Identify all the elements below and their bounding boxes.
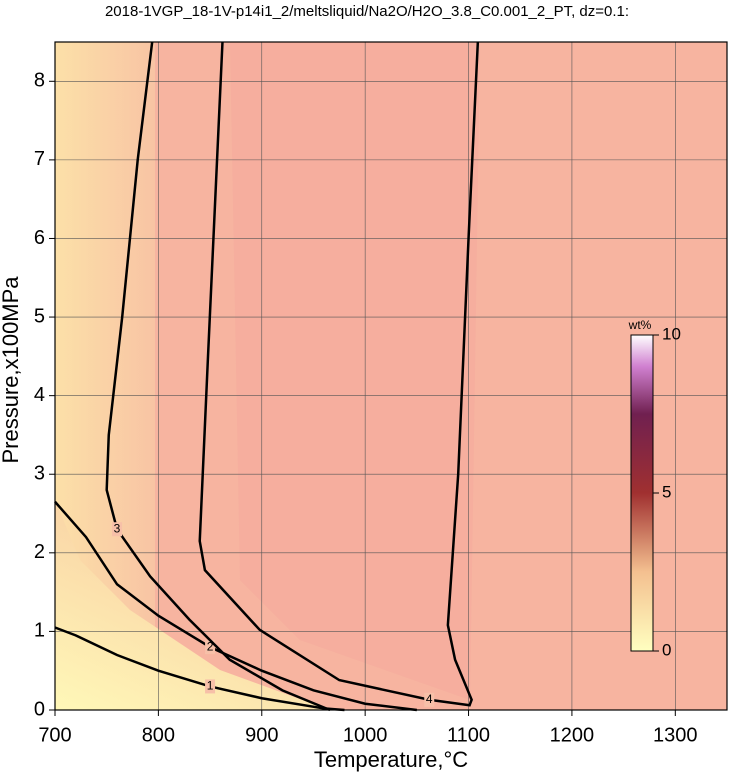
y-tick-label: 0 — [34, 698, 45, 720]
y-tick-label: 5 — [34, 305, 45, 327]
x-axis-label: Temperature,°C — [314, 747, 468, 772]
colorbar-tick-label: 10 — [662, 324, 681, 343]
colorbar-tick-label: 0 — [662, 640, 671, 659]
x-tick-label: 1100 — [447, 724, 490, 746]
contour-label: 4 — [426, 692, 433, 706]
chart-title: 2018-1VGP_18-1V-p14i1_2/meltsliquid/Na2O… — [105, 3, 629, 20]
x-tick-label: 1200 — [550, 724, 595, 746]
contour-label-bg — [205, 640, 216, 655]
background — [230, 42, 480, 700]
x-tick-label: 1000 — [343, 724, 388, 746]
contour-label-bg — [424, 692, 435, 707]
contour-line — [54, 626, 345, 712]
contour-label: 1 — [207, 679, 214, 693]
y-tick-label: 3 — [34, 463, 45, 485]
colorbar-label: wt% — [628, 318, 652, 332]
x-tick-label: 800 — [142, 724, 175, 746]
x-tick-label: 900 — [245, 724, 278, 746]
y-axis-label: Pressure,x100MPa — [0, 276, 23, 464]
colorbar — [630, 334, 654, 652]
contour-label-bg — [205, 679, 216, 694]
contour-label: 2 — [207, 639, 214, 653]
contour-label: 3 — [114, 521, 121, 535]
frame — [54, 41, 728, 711]
x-tick-label: 1300 — [653, 724, 698, 746]
y-tick-label: 8 — [34, 70, 45, 92]
contour-label-bg — [112, 522, 123, 537]
y-tick-label: 1 — [34, 620, 45, 642]
y-tick-label: 4 — [34, 384, 45, 406]
colorbar-tick-label: 5 — [662, 482, 671, 501]
y-tick-label: 2 — [34, 541, 45, 563]
x-tick-label: 700 — [38, 724, 71, 746]
plot-area — [55, 42, 727, 710]
y-tick-label: 6 — [34, 227, 45, 249]
y-tick-label: 7 — [34, 148, 45, 170]
